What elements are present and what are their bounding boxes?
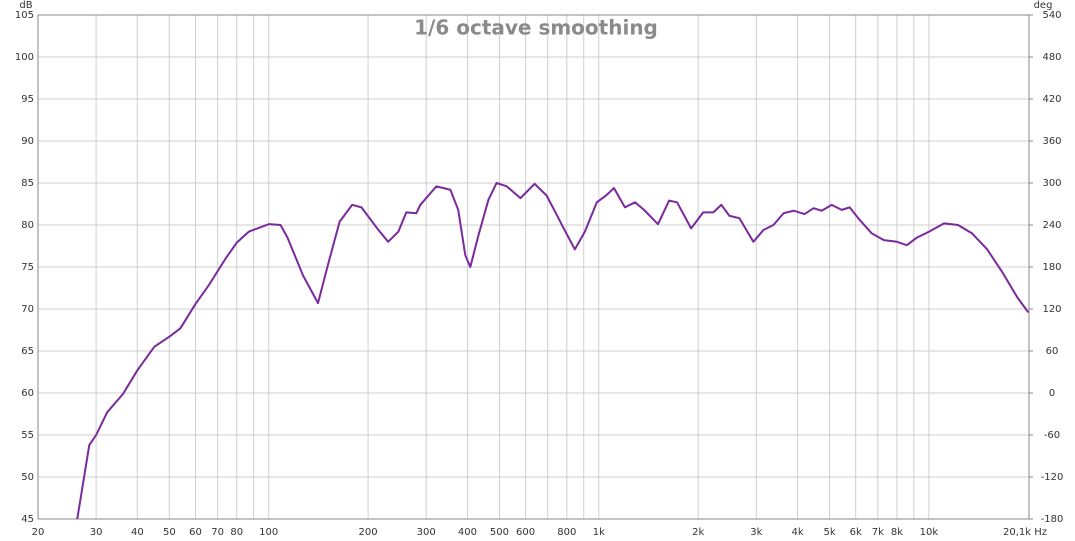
response-line <box>76 182 1029 519</box>
x-tick-label: 80 <box>230 527 243 538</box>
x-tick-label: 600 <box>516 527 535 538</box>
x-tick-label: 5k <box>823 527 835 538</box>
y2-tick-label: 60 <box>1046 346 1059 357</box>
y2-tick-label: 120 <box>1042 304 1061 315</box>
y-tick-label: 80 <box>21 220 34 231</box>
x-tick-label: 10k <box>920 527 939 538</box>
x-tick-label: 300 <box>417 527 436 538</box>
y2-tick-label: -60 <box>1044 430 1060 441</box>
x-tick-label: 70 <box>211 527 224 538</box>
x-tick-label: 7k <box>872 527 884 538</box>
y2-tick-label: 180 <box>1042 262 1061 273</box>
x-tick-label: 4k <box>791 527 803 538</box>
x-tick-label: 6k <box>850 527 862 538</box>
y-tick-label: 45 <box>21 514 34 525</box>
y2-tick-label: 240 <box>1042 220 1061 231</box>
x-tick-label: 500 <box>490 527 509 538</box>
y-tick-label: 70 <box>21 304 34 315</box>
y-tick-label: 75 <box>21 262 34 273</box>
y2-tick-label: 540 <box>1042 10 1061 21</box>
y-tick-label: 55 <box>21 430 34 441</box>
y2-tick-label: 0 <box>1049 388 1055 399</box>
x-tick-label: 20 <box>32 527 45 538</box>
y-axis-label: dB <box>19 0 32 11</box>
y-tick-label: 65 <box>21 346 34 357</box>
y-tick-label: 95 <box>21 94 34 105</box>
x-tick-label: 2k <box>692 527 704 538</box>
y-tick-label: 85 <box>21 178 34 189</box>
y2-tick-label: -180 <box>1041 514 1064 525</box>
x-tick-label: 1k <box>593 527 605 538</box>
y-tick-label: 60 <box>21 388 34 399</box>
x-tick-label: 50 <box>163 527 176 538</box>
y-tick-label: 50 <box>21 472 34 483</box>
x-tick-label: 800 <box>557 527 576 538</box>
y2-tick-label: 360 <box>1042 136 1061 147</box>
plot-area <box>37 14 1030 520</box>
x-tick-label: 8k <box>891 527 903 538</box>
y-tick-label: 90 <box>21 136 34 147</box>
x-tick-label: 40 <box>131 527 144 538</box>
x-tick-label: 60 <box>189 527 202 538</box>
y2-axis-label: deg <box>1034 0 1053 11</box>
y-tick-label: 100 <box>15 52 34 63</box>
y-tick-label: 105 <box>15 10 34 21</box>
y2-tick-label: 420 <box>1042 94 1061 105</box>
y2-tick-label: 480 <box>1042 52 1061 63</box>
x-tick-label: 20,1k Hz <box>1003 527 1047 538</box>
x-tick-label: 200 <box>359 527 378 538</box>
y2-tick-label: 300 <box>1042 178 1061 189</box>
chart-title: 1/6 octave smoothing <box>414 16 658 40</box>
x-tick-label: 3k <box>750 527 762 538</box>
x-tick-label: 30 <box>90 527 103 538</box>
x-tick-label: 100 <box>259 527 278 538</box>
x-tick-label: 400 <box>458 527 477 538</box>
y2-tick-label: -120 <box>1041 472 1064 483</box>
